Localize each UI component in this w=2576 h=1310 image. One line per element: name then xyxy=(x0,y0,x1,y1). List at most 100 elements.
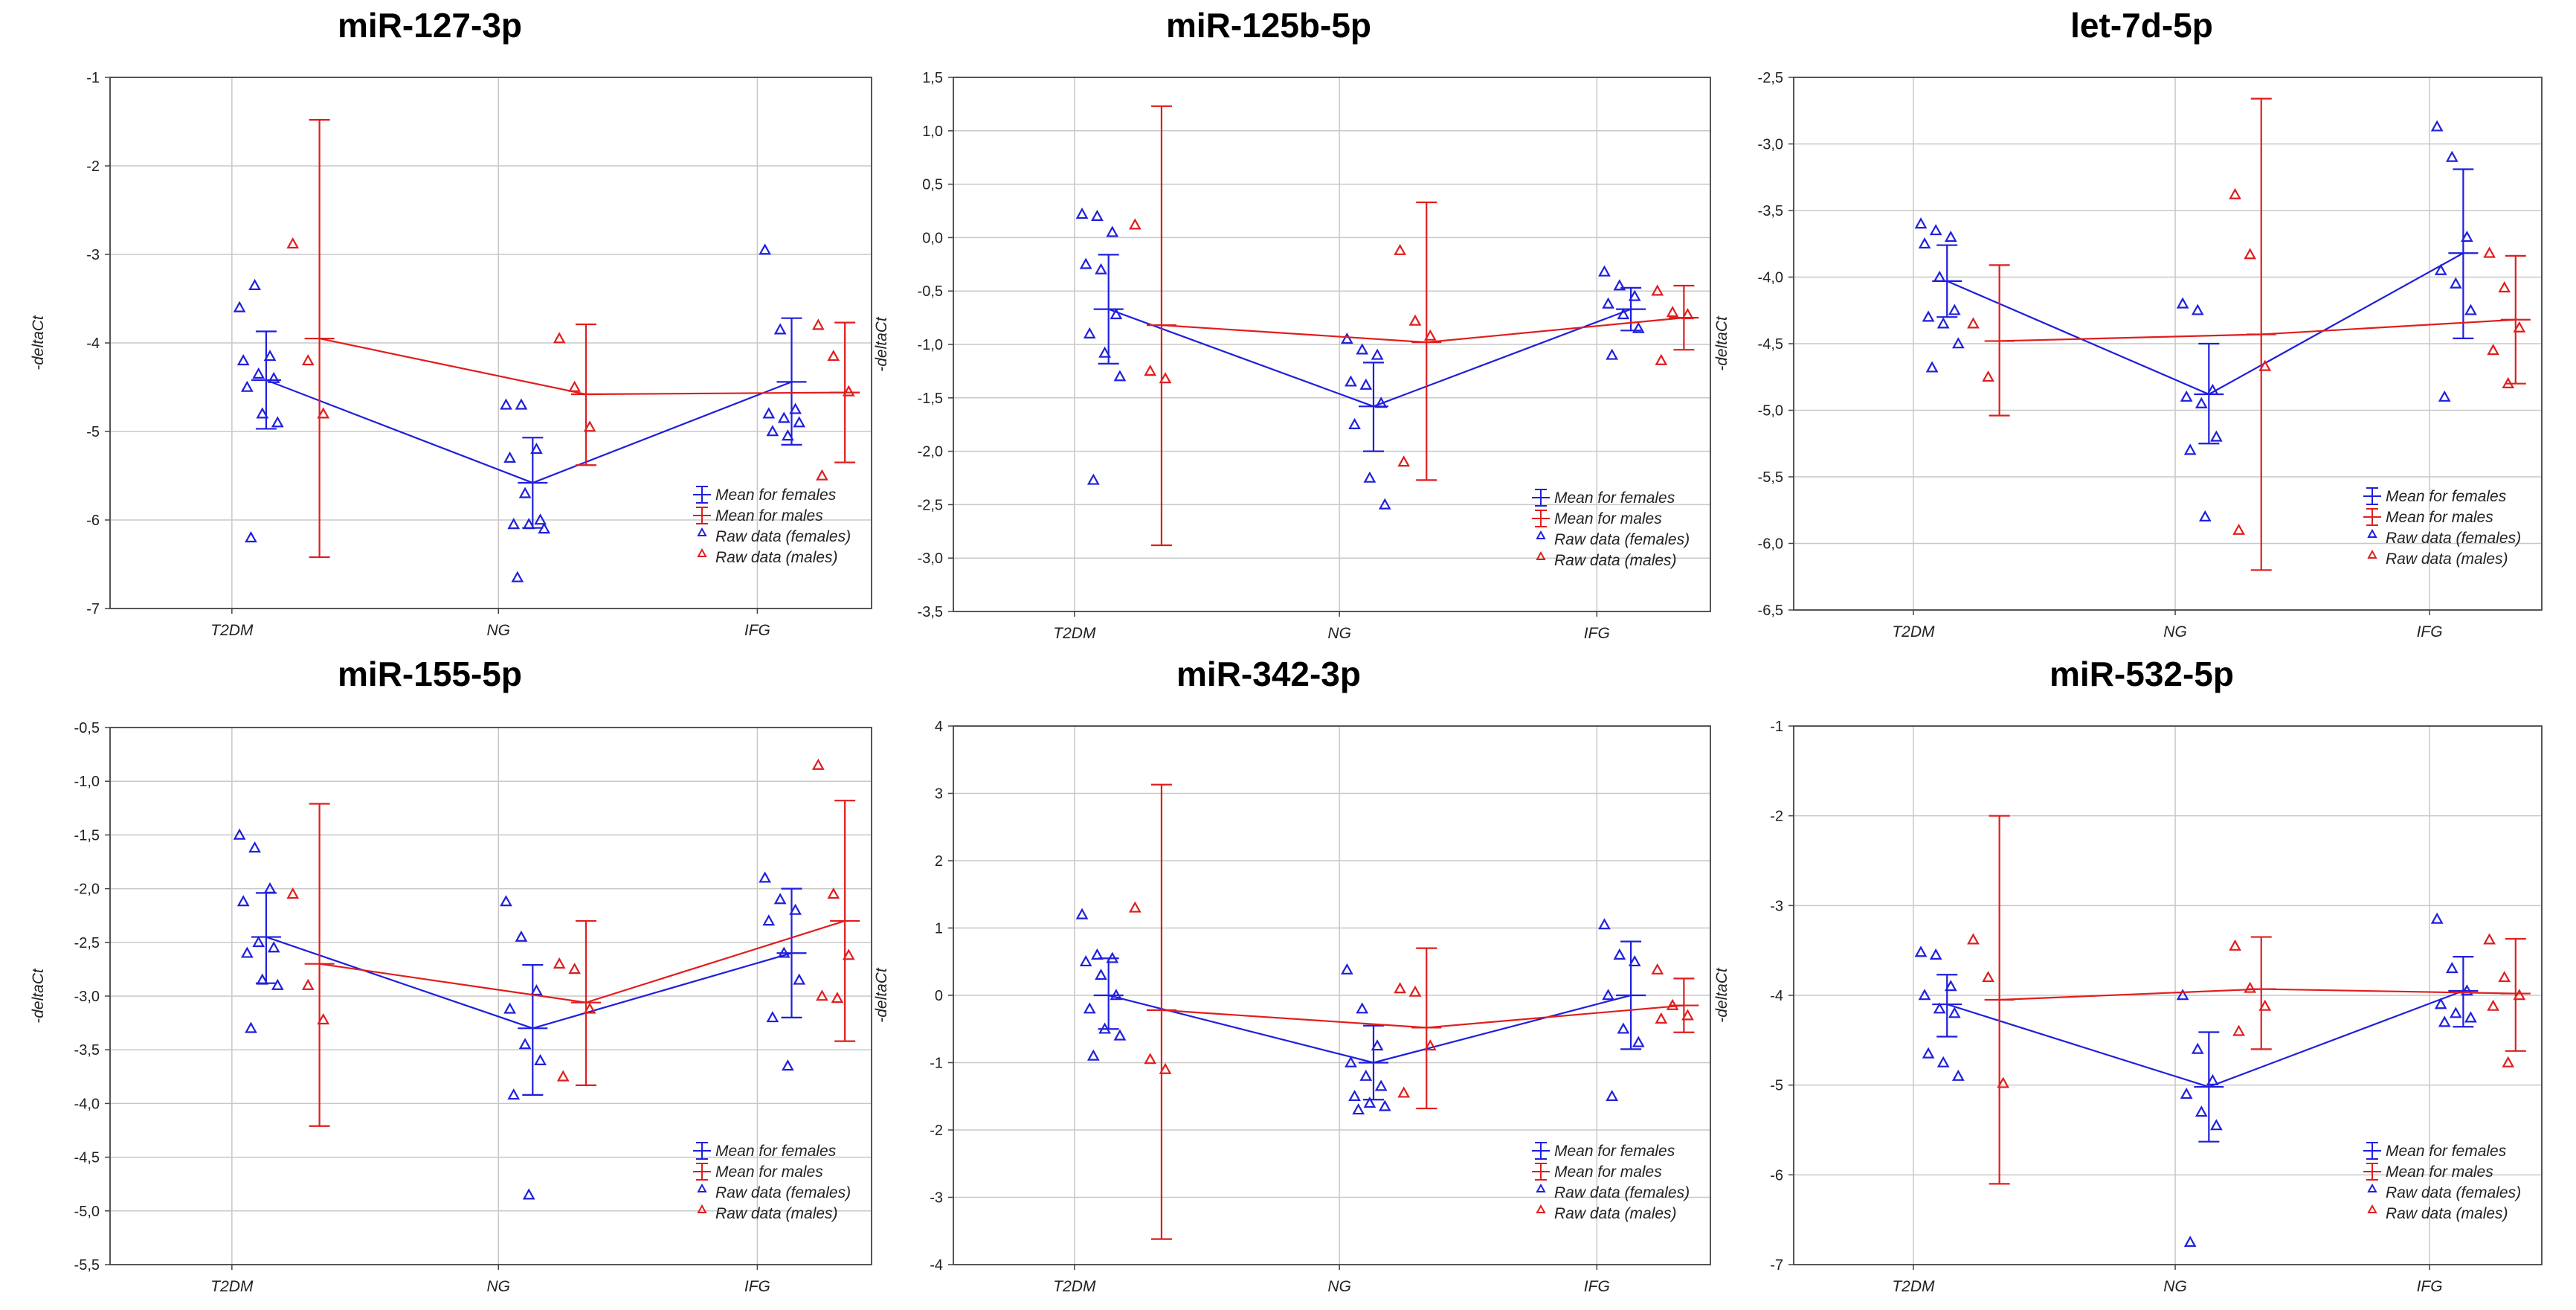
y-tick-label: -5,0 xyxy=(1758,403,1783,420)
raw-point-females xyxy=(1086,1049,1100,1061)
raw-point-females xyxy=(1340,963,1353,975)
raw-point-females xyxy=(1602,297,1614,309)
x-tick-label: IFG xyxy=(744,1278,770,1295)
y-tick-label: -4,5 xyxy=(1758,336,1783,353)
raw-point-males xyxy=(2487,999,2499,1011)
y-tick-label: -3,5 xyxy=(918,604,943,620)
y-axis-label: -deltaCt xyxy=(873,316,890,372)
y-tick-label: -6,5 xyxy=(1758,603,1783,619)
raw-point-males xyxy=(568,963,582,975)
y-tick-label: -3,0 xyxy=(74,989,100,1005)
y-tick-label: -5 xyxy=(86,424,100,440)
raw-point-females xyxy=(1359,378,1373,390)
mean-line-males xyxy=(319,337,846,396)
raw-point-males xyxy=(1967,933,1980,945)
y-tick-label: -1,5 xyxy=(918,391,943,407)
legend-swatch xyxy=(1536,530,1546,539)
y-tick-label: -1 xyxy=(86,70,100,86)
raw-point-females xyxy=(793,973,806,985)
y-tick-label: 3 xyxy=(935,786,943,803)
raw-point-females xyxy=(762,914,776,926)
legend-label: Mean for females xyxy=(715,487,837,504)
chart-title: miR-342-3p xyxy=(1176,655,1361,693)
legend-label: Mean for females xyxy=(2386,1143,2507,1160)
x-tick-label: IFG xyxy=(2417,623,2443,640)
y-tick-label: -3 xyxy=(86,247,100,263)
x-tick-label: IFG xyxy=(1584,1278,1610,1295)
raw-point-males xyxy=(553,957,566,969)
raw-point-females xyxy=(248,278,261,290)
raw-point-males xyxy=(2258,999,2272,1011)
raw-point-females xyxy=(1944,980,1957,992)
raw-point-females xyxy=(1606,1089,1619,1102)
raw-point-females xyxy=(1113,370,1127,382)
y-tick-label: 1,0 xyxy=(922,123,943,140)
raw-point-females xyxy=(267,941,280,953)
y-axis-label: -deltaCt xyxy=(1713,967,1730,1023)
y-tick-label: -4,0 xyxy=(74,1096,100,1112)
raw-point-males xyxy=(556,1070,570,1082)
plot-frame xyxy=(953,77,1711,612)
raw-point-males xyxy=(2483,933,2496,945)
legend-label: Mean for males xyxy=(2386,509,2493,526)
y-tick-label: -6,0 xyxy=(1758,536,1783,553)
raw-point-females xyxy=(1110,989,1123,1001)
y-tick-label: -5,5 xyxy=(74,1257,100,1274)
raw-point-females xyxy=(1106,951,1119,963)
raw-point-males xyxy=(2513,321,2526,333)
x-tick-label: IFG xyxy=(2417,1278,2443,1295)
y-tick-label: 0 xyxy=(935,988,943,1004)
chart-title: miR-532-5p xyxy=(2049,655,2234,693)
legend-label: Mean for males xyxy=(1554,1163,1662,1181)
raw-point-females xyxy=(2445,150,2459,162)
raw-point-females xyxy=(233,301,246,312)
raw-point-females xyxy=(503,1002,516,1014)
raw-point-females xyxy=(777,411,790,423)
legend-label: Raw data (males) xyxy=(715,549,838,566)
raw-point-females xyxy=(1371,1039,1384,1051)
raw-point-females xyxy=(2180,390,2193,402)
y-tick-label: -3,5 xyxy=(1758,203,1783,219)
y-axis-label: -deltaCt xyxy=(30,968,47,1024)
raw-point-females xyxy=(2434,263,2447,275)
raw-point-females xyxy=(534,513,547,525)
raw-point-males xyxy=(2258,359,2272,371)
raw-point-females xyxy=(1356,1002,1369,1014)
raw-point-males xyxy=(1144,1053,1157,1065)
raw-point-females xyxy=(240,380,254,392)
raw-point-females xyxy=(2430,120,2444,132)
y-tick-label: -2,5 xyxy=(74,935,100,951)
raw-point-females xyxy=(1110,308,1123,320)
raw-point-females xyxy=(1606,348,1619,360)
legend-swatch xyxy=(697,527,707,536)
legend-label: Raw data (females) xyxy=(1554,531,1690,548)
raw-point-males xyxy=(811,758,825,770)
raw-point-males xyxy=(1423,329,1437,341)
raw-point-females xyxy=(1378,498,1391,510)
raw-point-females xyxy=(2438,1015,2451,1027)
raw-point-females xyxy=(766,1011,779,1023)
raw-point-females xyxy=(762,407,776,419)
x-tick-label: IFG xyxy=(1584,625,1610,642)
legend-label: Raw data (males) xyxy=(2386,1205,2508,1222)
raw-point-males xyxy=(2513,989,2526,1001)
raw-point-males xyxy=(286,237,300,249)
raw-point-females xyxy=(522,518,535,530)
raw-point-males xyxy=(317,1013,330,1025)
raw-point-females xyxy=(1598,265,1611,277)
raw-point-females xyxy=(518,1038,532,1050)
raw-point-males xyxy=(831,992,844,1004)
raw-point-males xyxy=(1982,971,1994,983)
legend-swatch xyxy=(1536,1183,1546,1192)
raw-point-females xyxy=(263,350,277,362)
y-axis-label: -deltaCt xyxy=(1713,315,1730,371)
raw-point-females xyxy=(759,871,772,883)
raw-point-females xyxy=(777,946,790,958)
y-axis-label: -deltaCt xyxy=(30,315,47,370)
raw-point-females xyxy=(271,978,284,990)
legend-label: Mean for females xyxy=(1554,489,1675,507)
raw-point-females xyxy=(2195,1105,2208,1117)
y-tick-label: -2,0 xyxy=(74,882,100,898)
y-tick-label: -6 xyxy=(1770,1167,1783,1184)
